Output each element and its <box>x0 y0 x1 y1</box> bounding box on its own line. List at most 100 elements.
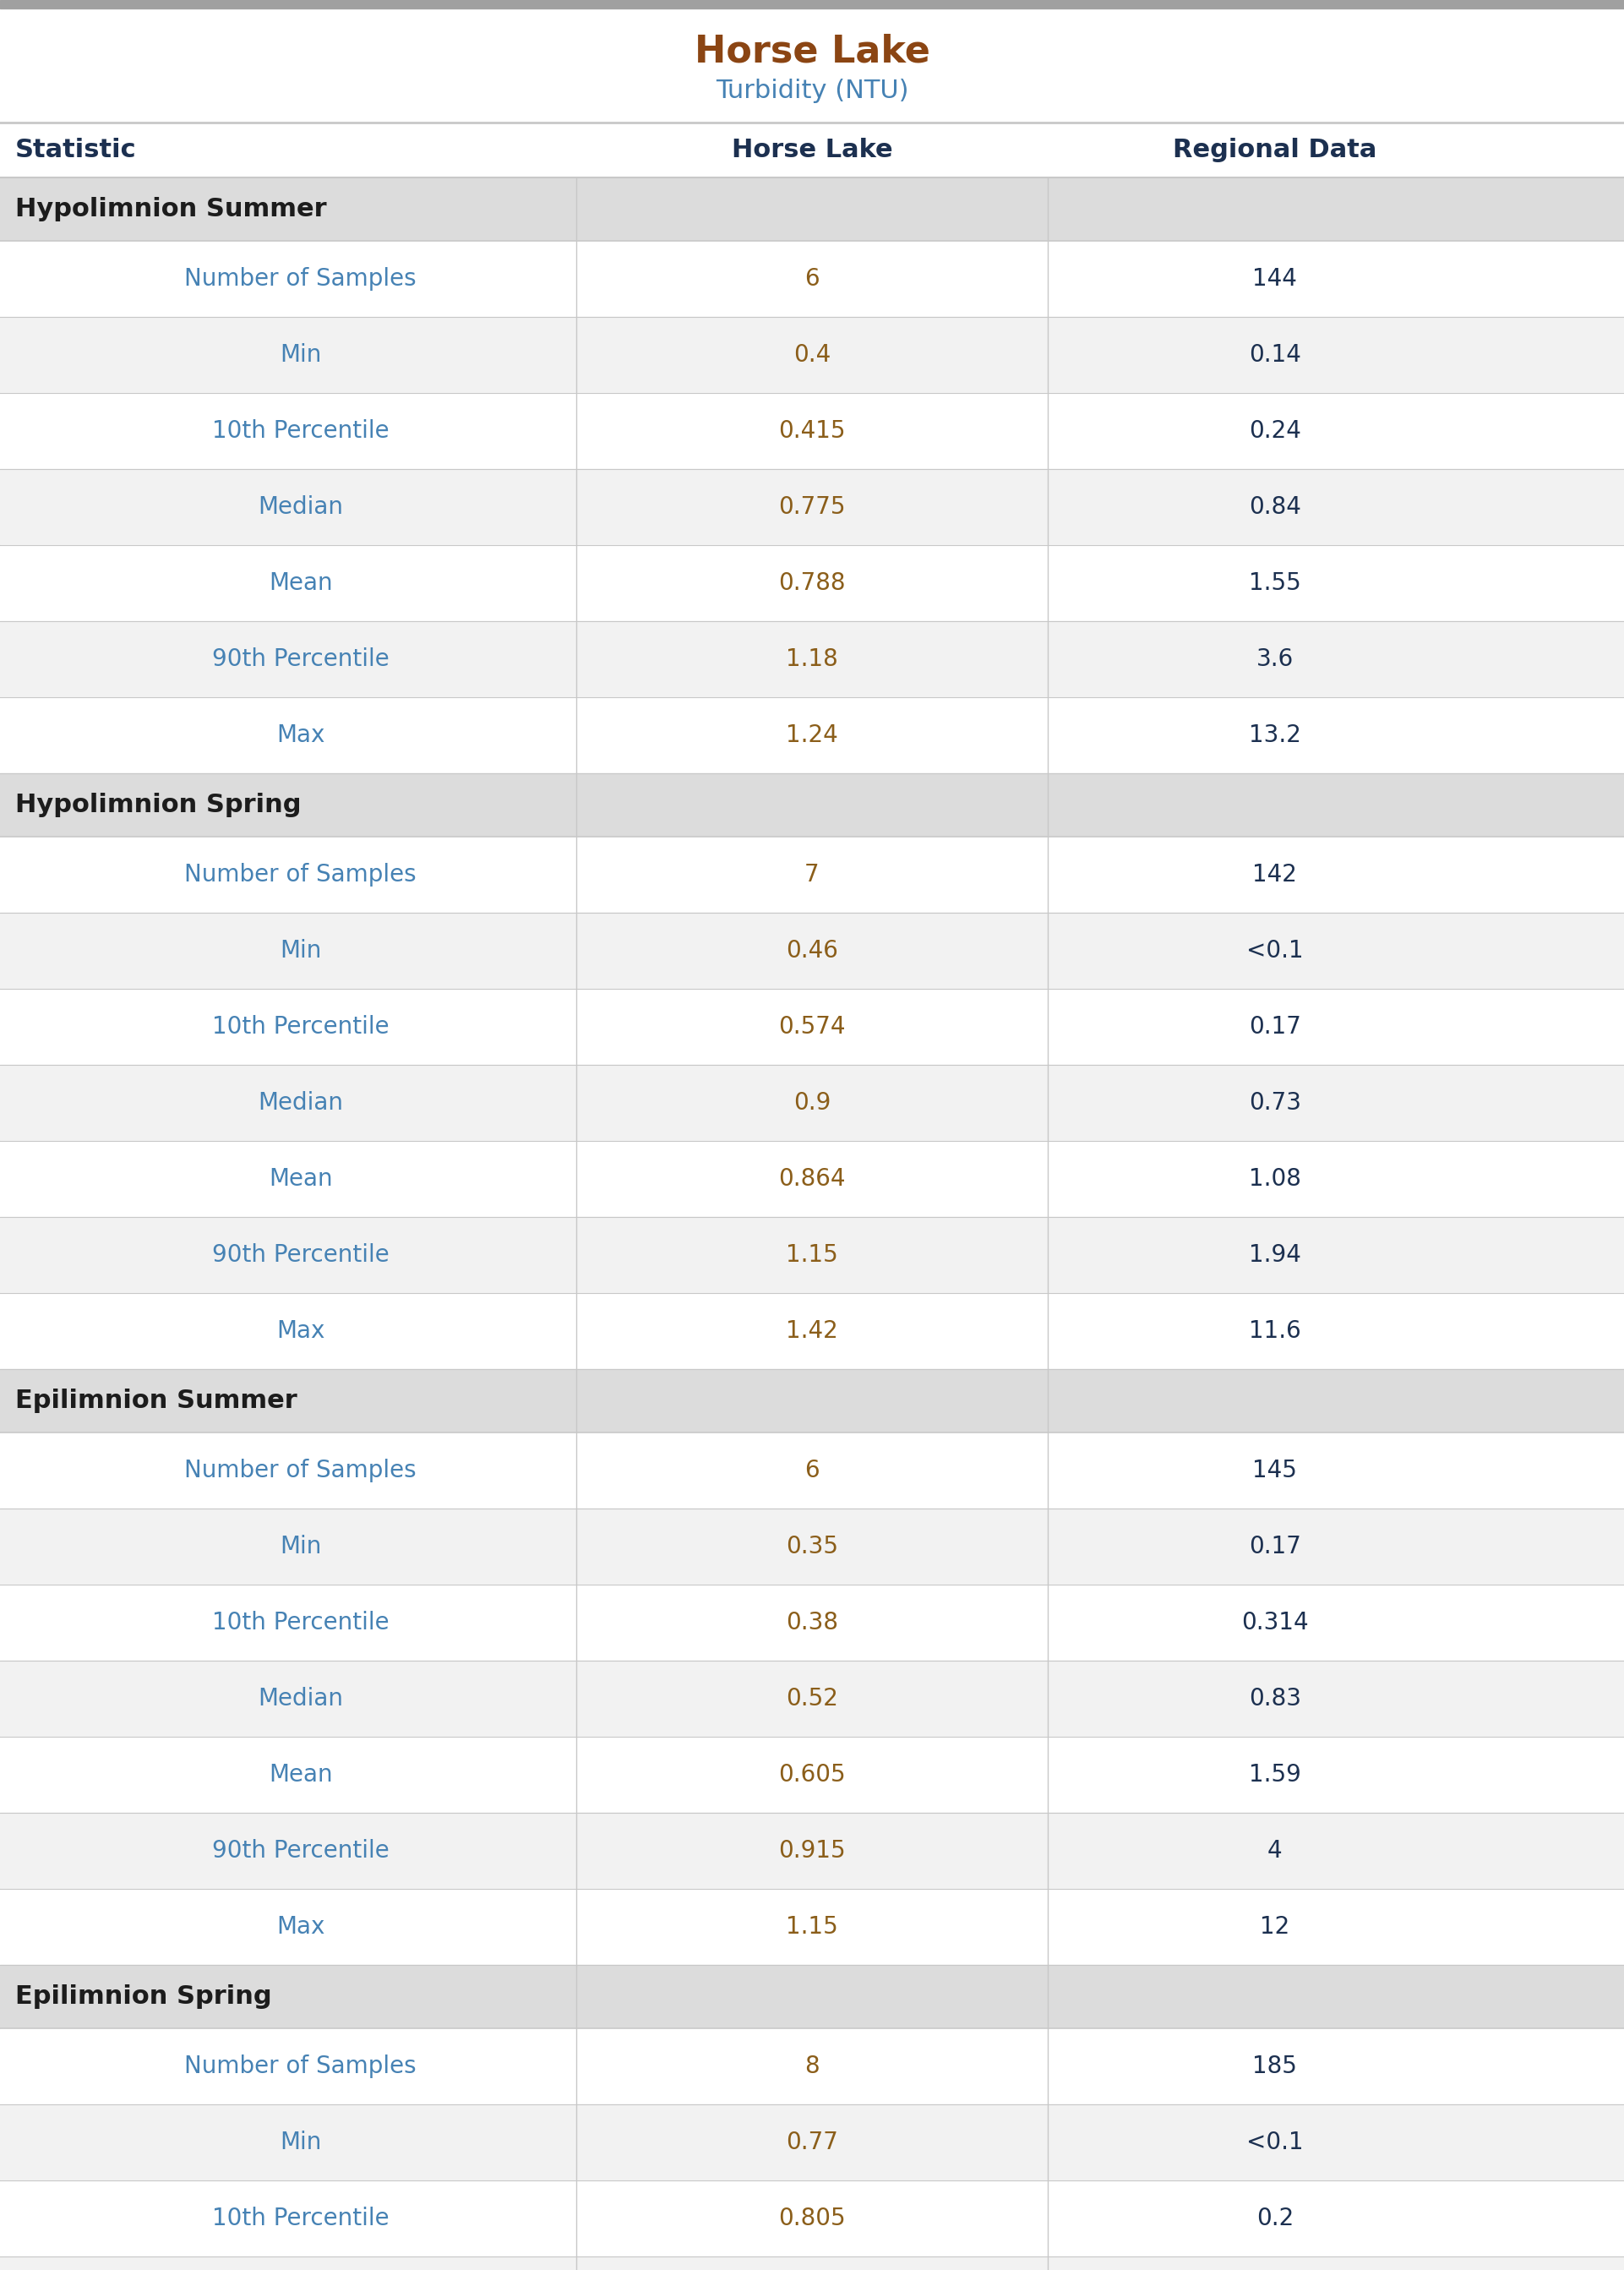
Text: 0.52: 0.52 <box>786 1687 838 1712</box>
Text: 0.77: 0.77 <box>786 2132 838 2154</box>
Text: Regional Data: Regional Data <box>1173 138 1377 161</box>
Bar <box>0 393 1624 470</box>
Text: 0.84: 0.84 <box>1249 495 1301 520</box>
Text: 3.6: 3.6 <box>1255 647 1294 672</box>
Text: Mean: Mean <box>268 1764 333 1786</box>
Text: 6: 6 <box>804 1460 820 1482</box>
Text: 1.55: 1.55 <box>1249 572 1301 595</box>
Text: 144: 144 <box>1252 268 1298 291</box>
Text: 1.59: 1.59 <box>1249 1764 1301 1786</box>
Text: Hypolimnion Summer: Hypolimnion Summer <box>15 197 326 222</box>
Bar <box>0 9 1624 123</box>
Text: 10th Percentile: 10th Percentile <box>211 2206 390 2231</box>
Text: 12: 12 <box>1260 1916 1289 1939</box>
Text: Number of Samples: Number of Samples <box>185 863 416 888</box>
Text: 0.17: 0.17 <box>1249 1535 1301 1559</box>
Text: Number of Samples: Number of Samples <box>185 268 416 291</box>
Text: 7: 7 <box>804 863 820 888</box>
Bar <box>0 545 1624 622</box>
Bar <box>0 1369 1624 1432</box>
Text: 10th Percentile: 10th Percentile <box>211 1015 390 1040</box>
Text: 1.42: 1.42 <box>786 1319 838 1344</box>
Text: 145: 145 <box>1252 1460 1298 1482</box>
Bar <box>0 2029 1624 2104</box>
Bar <box>577 1662 1624 1737</box>
Bar <box>0 1966 1624 2029</box>
Bar <box>0 0 1624 9</box>
Text: 0.35: 0.35 <box>786 1535 838 1559</box>
Bar <box>0 177 1624 241</box>
Bar <box>577 1217 1624 1294</box>
Text: Min: Min <box>279 940 322 962</box>
Text: Max: Max <box>276 724 325 747</box>
Text: 6: 6 <box>804 268 820 291</box>
Text: 0.775: 0.775 <box>778 495 846 520</box>
Bar <box>0 1737 1624 1814</box>
Bar <box>577 2256 1624 2270</box>
Text: Mean: Mean <box>268 572 333 595</box>
Text: Min: Min <box>279 1535 322 1559</box>
Bar <box>0 1662 1624 1737</box>
Text: 0.4: 0.4 <box>793 343 831 368</box>
Bar <box>0 990 1624 1065</box>
Text: 142: 142 <box>1252 863 1298 888</box>
Text: 90th Percentile: 90th Percentile <box>211 1244 390 1267</box>
Bar <box>0 1065 1624 1142</box>
Text: Number of Samples: Number of Samples <box>185 2054 416 2077</box>
Text: 0.46: 0.46 <box>786 940 838 962</box>
Text: <0.1: <0.1 <box>1246 2132 1304 2154</box>
Bar <box>577 1065 1624 1142</box>
Text: Number of Samples: Number of Samples <box>185 1460 416 1482</box>
Text: Mean: Mean <box>268 1167 333 1192</box>
Bar <box>0 774 1624 838</box>
Bar <box>577 1510 1624 1584</box>
Text: Horse Lake: Horse Lake <box>731 138 893 161</box>
Text: Statistic: Statistic <box>15 138 136 161</box>
Bar <box>0 2181 1624 2256</box>
Bar <box>577 318 1624 393</box>
Text: Hypolimnion Spring: Hypolimnion Spring <box>15 792 300 817</box>
Bar <box>0 1814 1624 1889</box>
Text: 8: 8 <box>804 2054 820 2077</box>
Bar <box>0 1217 1624 1294</box>
Text: 90th Percentile: 90th Percentile <box>211 647 390 672</box>
Bar <box>0 622 1624 697</box>
Bar <box>577 2104 1624 2181</box>
Text: 0.805: 0.805 <box>778 2206 846 2231</box>
Text: Median: Median <box>258 1092 343 1115</box>
Text: 1.24: 1.24 <box>786 724 838 747</box>
Bar <box>0 1142 1624 1217</box>
Text: 0.24: 0.24 <box>1249 420 1301 443</box>
Bar <box>0 318 1624 393</box>
Text: Turbidity (NTU): Turbidity (NTU) <box>716 79 908 102</box>
Bar <box>0 241 1624 318</box>
Text: 0.864: 0.864 <box>778 1167 846 1192</box>
Text: 0.73: 0.73 <box>1249 1092 1301 1115</box>
Text: 4: 4 <box>1267 1839 1283 1864</box>
Text: <0.1: <0.1 <box>1246 940 1304 962</box>
Text: 0.2: 0.2 <box>1255 2206 1294 2231</box>
Text: 0.788: 0.788 <box>778 572 846 595</box>
Bar <box>577 913 1624 990</box>
Text: 1.15: 1.15 <box>786 1916 838 1939</box>
Text: 11.6: 11.6 <box>1249 1319 1301 1344</box>
Bar <box>0 697 1624 774</box>
Bar <box>577 1814 1624 1889</box>
Bar <box>0 2104 1624 2181</box>
Text: 0.605: 0.605 <box>778 1764 846 1786</box>
Text: 0.574: 0.574 <box>778 1015 846 1040</box>
Text: 0.9: 0.9 <box>793 1092 831 1115</box>
Text: Epilimnion Spring: Epilimnion Spring <box>15 1984 271 2009</box>
Text: Median: Median <box>258 1687 343 1712</box>
Text: Epilimnion Summer: Epilimnion Summer <box>15 1389 297 1412</box>
Bar <box>0 2256 1624 2270</box>
Bar <box>0 470 1624 545</box>
Text: Max: Max <box>276 1319 325 1344</box>
Text: 0.17: 0.17 <box>1249 1015 1301 1040</box>
Bar <box>577 622 1624 697</box>
Bar <box>0 913 1624 990</box>
Text: 13.2: 13.2 <box>1249 724 1301 747</box>
Text: Min: Min <box>279 2132 322 2154</box>
Text: Max: Max <box>276 1916 325 1939</box>
Text: 0.38: 0.38 <box>786 1612 838 1634</box>
